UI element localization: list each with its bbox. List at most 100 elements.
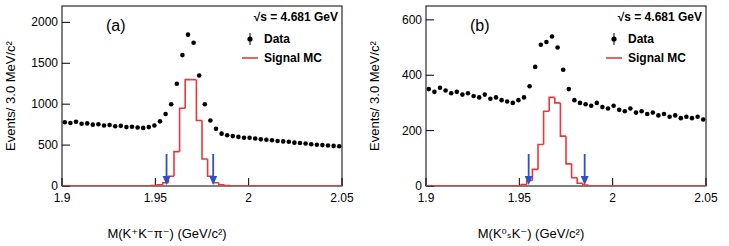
mc-bin xyxy=(460,185,466,186)
data-point xyxy=(242,135,247,140)
data-point xyxy=(152,123,157,128)
mc-bin xyxy=(241,185,247,186)
cut-arrow xyxy=(209,154,217,185)
y-tick xyxy=(62,145,70,146)
mc-bin xyxy=(437,185,443,186)
data-point xyxy=(102,123,107,128)
mc-bin xyxy=(247,185,253,186)
cut-arrow-head xyxy=(163,176,171,185)
panel-label: (a) xyxy=(106,17,126,34)
mc-bin xyxy=(499,185,505,186)
mc-bin xyxy=(493,185,499,186)
mc-bin xyxy=(96,185,102,186)
plot-marks xyxy=(426,34,706,186)
mc-bin xyxy=(129,185,135,186)
data-point xyxy=(309,142,314,147)
mc-bin xyxy=(465,185,471,186)
mc-bin xyxy=(678,185,684,186)
mc-bin xyxy=(163,183,169,185)
data-point xyxy=(488,96,493,101)
data-point xyxy=(667,114,672,119)
mc-bin xyxy=(628,185,634,186)
mc-bin xyxy=(432,185,438,186)
mc-bin xyxy=(101,185,107,186)
mc-bin xyxy=(79,185,85,186)
mc-bin xyxy=(583,183,589,185)
data-point xyxy=(68,121,73,126)
mc-bin xyxy=(476,185,482,186)
data-point xyxy=(595,101,600,106)
mc-bin xyxy=(611,185,617,186)
mc-bin xyxy=(191,79,197,81)
data-point xyxy=(326,143,331,148)
data-point xyxy=(701,117,706,122)
cut-arrow xyxy=(525,154,533,185)
mc-bin xyxy=(544,111,550,144)
y-tick-label: 400 xyxy=(402,68,422,82)
panel-label: (b) xyxy=(470,17,490,34)
y-tick xyxy=(426,19,434,20)
legend-item: Data xyxy=(247,32,290,46)
x-tick xyxy=(519,178,520,186)
data-point xyxy=(539,42,544,47)
data-point xyxy=(113,124,118,129)
data-point xyxy=(466,91,471,96)
mc-bin xyxy=(303,185,309,186)
mc-bin xyxy=(275,185,281,186)
mc-bin xyxy=(252,185,258,186)
data-point xyxy=(231,134,236,139)
mc-bin xyxy=(219,183,225,185)
data-point xyxy=(275,139,280,144)
cut-arrow-shaft xyxy=(212,154,214,178)
annotation: √s = 4.681 GeV xyxy=(254,10,338,24)
legend-item: Signal MC xyxy=(242,51,322,65)
mc-bin xyxy=(297,185,303,186)
data-point xyxy=(600,105,605,110)
data-point xyxy=(438,85,443,90)
y-axis-label: Events/ 3.0 MeV/c² xyxy=(3,40,18,150)
data-point xyxy=(315,142,320,147)
mc-bin xyxy=(157,184,163,186)
mc-bin xyxy=(269,185,275,186)
mc-bin xyxy=(112,185,118,186)
mc-bin xyxy=(62,185,68,186)
data-point xyxy=(287,140,292,145)
mc-bin xyxy=(633,185,639,186)
chart: 1.91.9522.050500100015002000M(K⁺K⁻π⁻) (G… xyxy=(0,0,729,246)
data-point xyxy=(511,101,516,106)
mc-bin xyxy=(532,169,538,180)
data-point xyxy=(555,45,560,50)
data-point xyxy=(427,87,432,92)
data-point xyxy=(623,109,628,114)
mc-bin xyxy=(152,185,158,186)
data-point xyxy=(119,124,124,129)
mc-bin xyxy=(224,184,230,186)
mc-bin xyxy=(180,108,186,151)
mc-bin xyxy=(700,185,706,186)
y-tick-label: 0 xyxy=(415,179,422,193)
data-point xyxy=(259,137,264,142)
data-point xyxy=(589,103,594,108)
mc-bin xyxy=(684,185,690,186)
data-point xyxy=(656,113,661,118)
data-point xyxy=(85,121,90,126)
data-point xyxy=(298,141,303,146)
mc-bin xyxy=(661,185,667,186)
data-point xyxy=(550,34,555,39)
mc-bin xyxy=(549,97,555,111)
y-axis-label: Events/ 3.0 MeV/c² xyxy=(367,40,382,150)
data-point xyxy=(544,40,549,45)
mc-bin xyxy=(588,184,594,186)
mc-bin xyxy=(443,185,449,186)
data-point xyxy=(158,119,163,124)
panel: 1.91.9522.050500100015002000M(K⁺K⁻π⁻) (G… xyxy=(3,6,354,241)
data-point xyxy=(331,144,336,149)
y-tick xyxy=(426,130,434,131)
mc-bin xyxy=(308,185,314,186)
cut-arrow-shaft xyxy=(528,154,530,178)
data-point xyxy=(91,122,96,127)
mc-bin xyxy=(521,185,527,186)
data-point xyxy=(499,98,504,103)
data-point xyxy=(197,73,202,78)
data-point xyxy=(695,114,700,119)
